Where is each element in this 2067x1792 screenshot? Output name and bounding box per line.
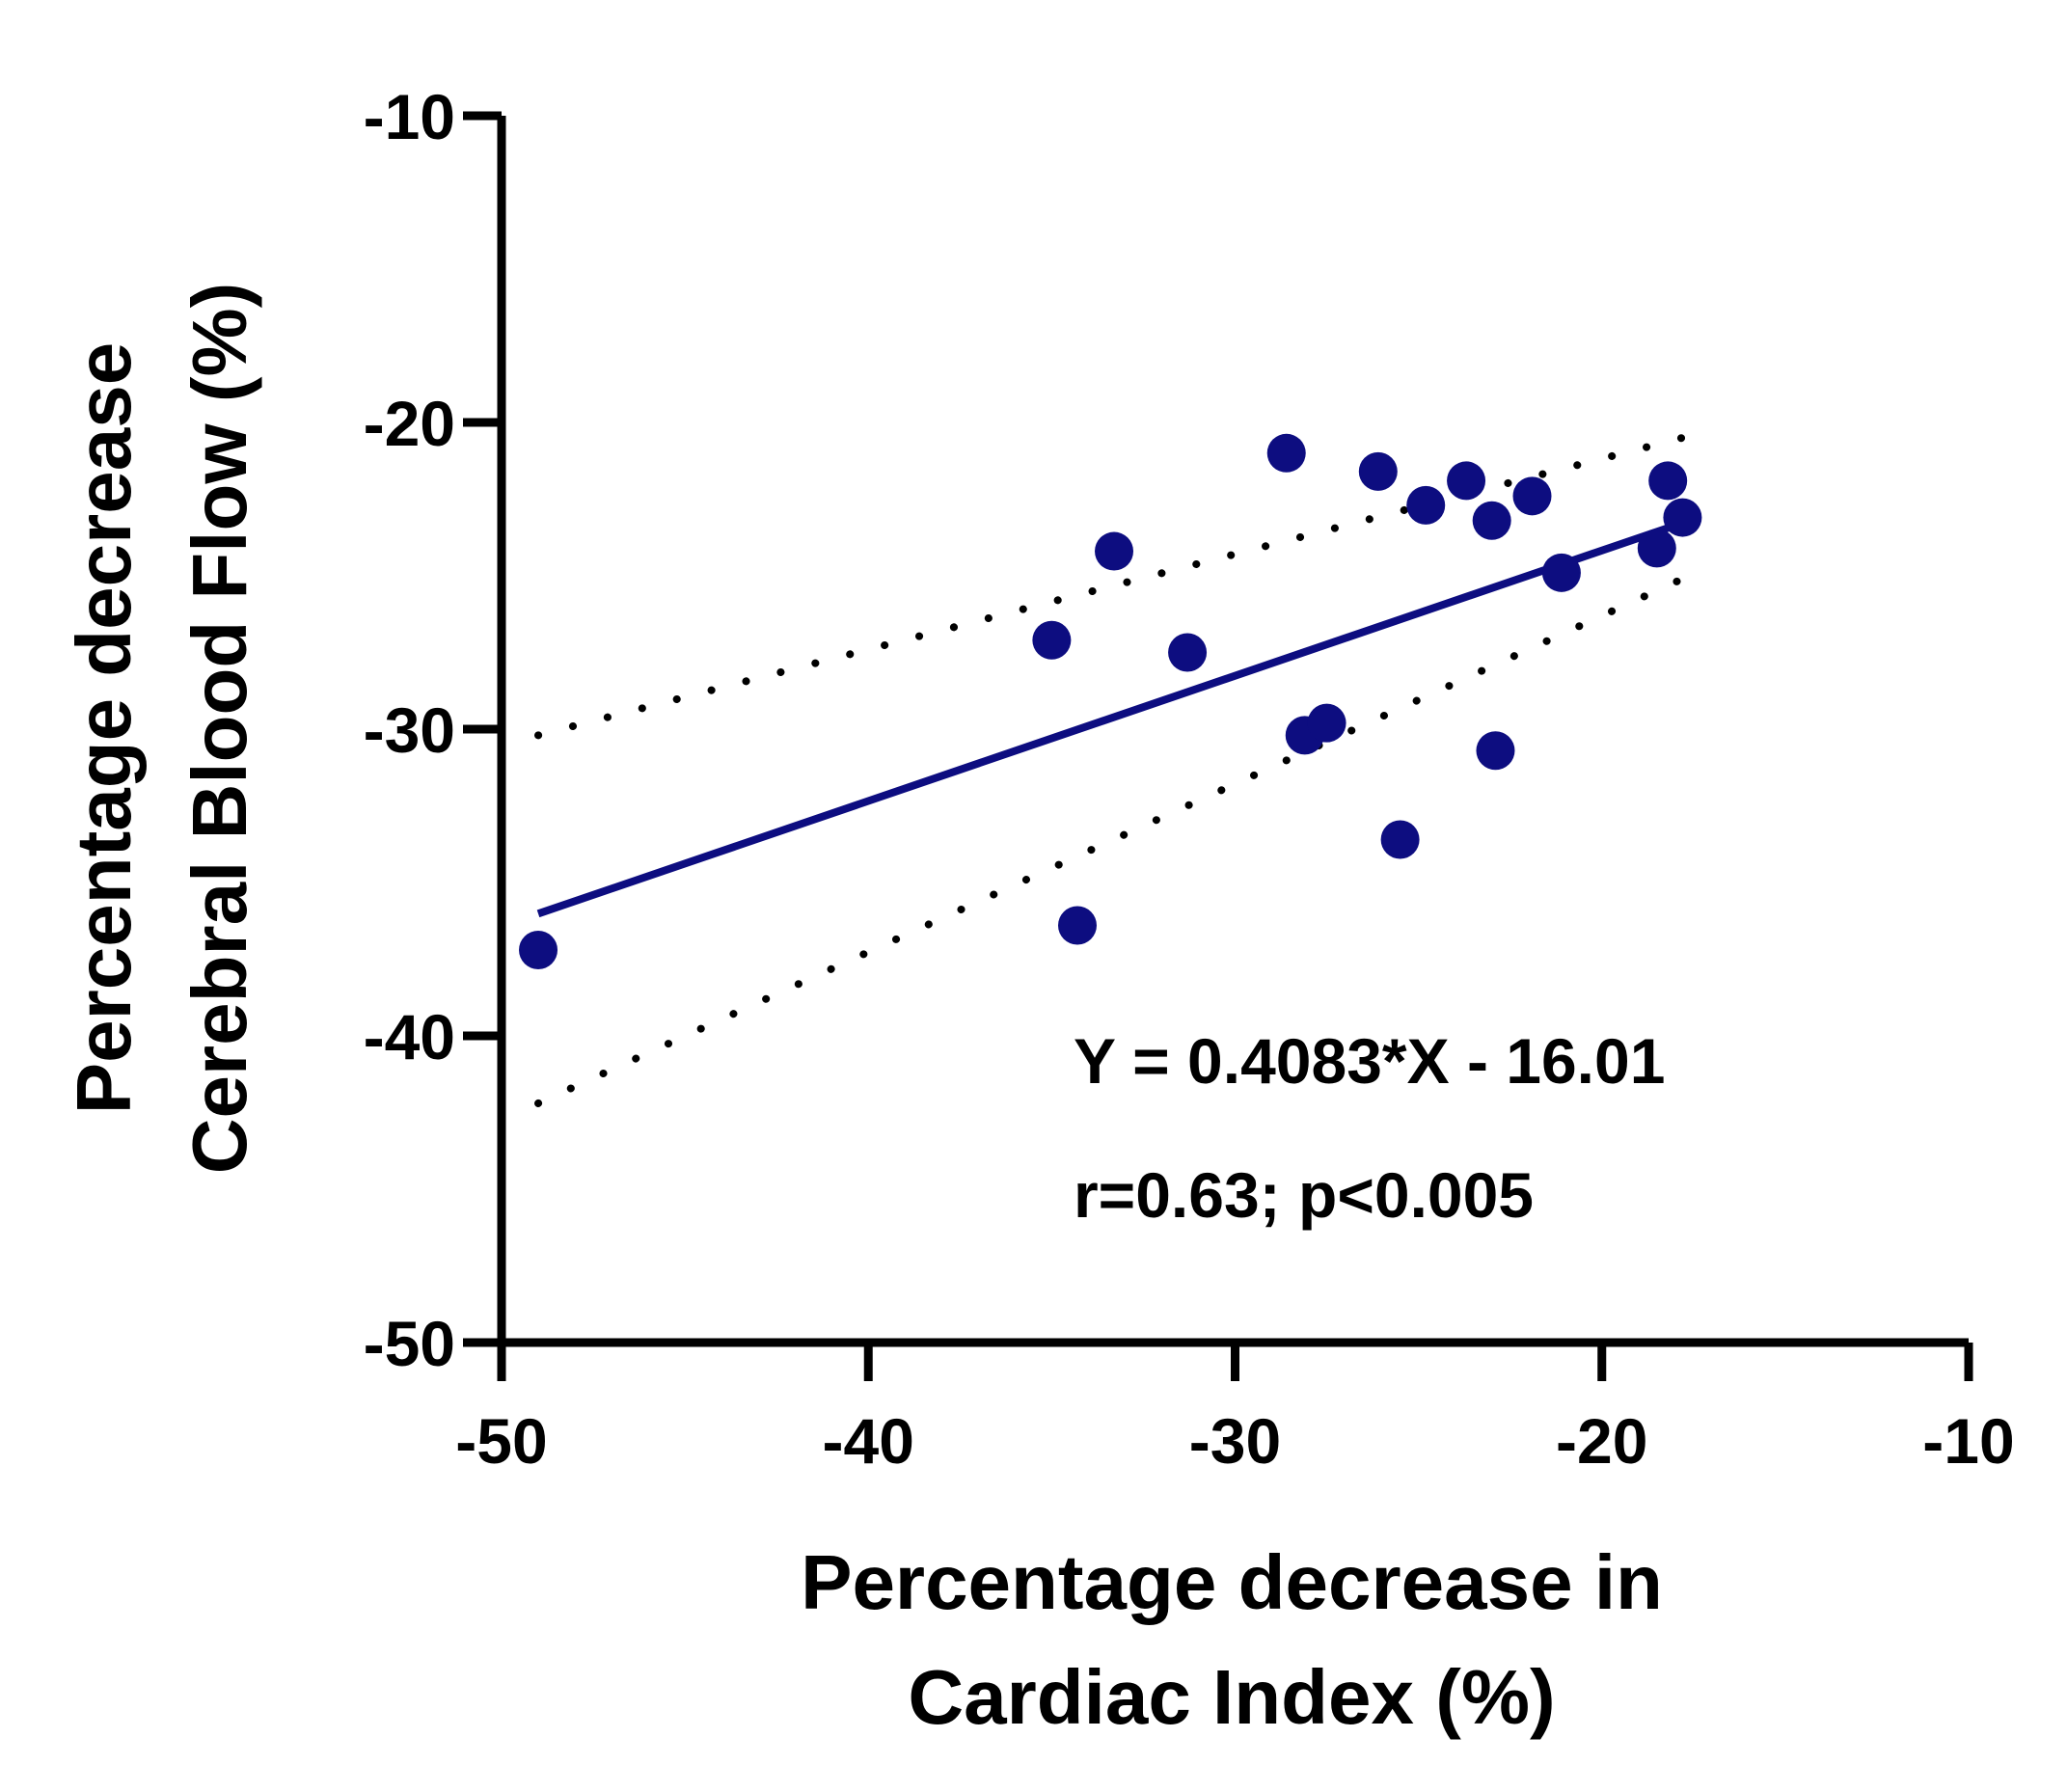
x-axis-title-line-2: Cardiac Index (%): [908, 1654, 1555, 1740]
correlation-stats: r=0.63; p<0.005: [1074, 1159, 1534, 1231]
y-tick-label: -10: [364, 81, 455, 152]
regression-line: [536, 519, 1684, 918]
data-point: [1541, 553, 1581, 592]
confidence-band-upper: [534, 433, 1687, 740]
x-tick-label: -30: [1189, 1405, 1281, 1477]
y-tick-label: -40: [364, 1001, 455, 1072]
data-point: [519, 930, 558, 969]
data-point: [1447, 461, 1486, 501]
y-axis-title-line-1: Percentage decrease: [61, 342, 147, 1115]
data-point: [1307, 703, 1346, 743]
regression-line-layer: [536, 519, 1684, 918]
data-point: [1168, 633, 1208, 672]
axis-ticks: -50 -40 -30 -20 -10 -10 -20 -30 -40 -50: [364, 81, 2015, 1477]
data-point: [1648, 461, 1688, 501]
data-point: [1032, 620, 1072, 660]
x-tick-label: -20: [1556, 1405, 1647, 1477]
data-point: [1057, 906, 1097, 945]
y-tick-label: -30: [364, 694, 455, 766]
y-tick-label: -50: [364, 1308, 455, 1379]
data-point: [1476, 731, 1515, 771]
data-point: [1380, 820, 1420, 859]
data-point: [1266, 433, 1306, 473]
data-point: [1637, 529, 1676, 568]
data-point: [1472, 501, 1511, 540]
x-tick-label: -40: [823, 1405, 914, 1477]
data-points-layer: [519, 433, 1702, 969]
x-tick-label: -50: [455, 1405, 547, 1477]
y-axis-title-line-2: Cerebral Blood Flow (%): [177, 283, 262, 1175]
x-axis-title-line-1: Percentage decrease in: [801, 1539, 1663, 1625]
regression-equation: Y = 0.4083*X - 16.01: [1074, 1025, 1665, 1097]
x-tick-label: -10: [1922, 1405, 2014, 1477]
data-point: [1406, 485, 1446, 525]
y-tick-label: -20: [364, 388, 455, 459]
data-point: [1358, 451, 1398, 491]
data-point: [1512, 476, 1552, 516]
data-point: [1095, 531, 1134, 571]
data-point: [1663, 498, 1702, 537]
